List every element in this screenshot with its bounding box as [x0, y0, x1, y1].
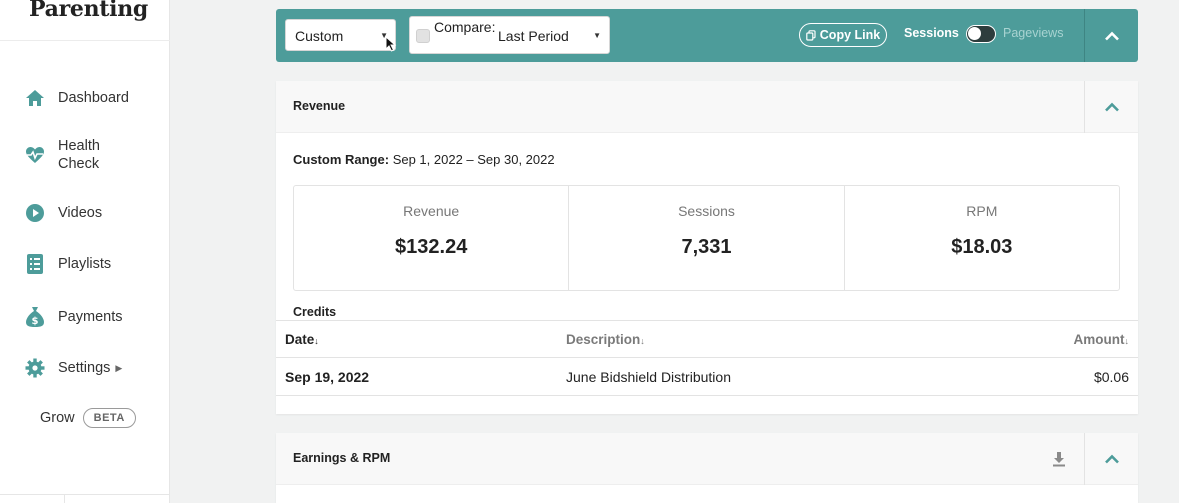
cell-description: June Bidshield Distribution: [566, 369, 731, 385]
column-header-date[interactable]: Date↓: [285, 332, 319, 347]
toggle-knob: [968, 27, 981, 40]
sort-arrow-icon: ↓: [314, 336, 319, 346]
compare-label: Compare:: [434, 19, 496, 35]
compare-select[interactable]: Compare: Last Period ▼: [409, 16, 610, 54]
sidebar: Parenting Dashboard Health Check Videos …: [0, 0, 170, 503]
filter-toolbar: Custom ▼ Compare: Last Period ▼ Copy Lin…: [276, 9, 1138, 62]
revenue-card-title: Revenue: [293, 99, 346, 113]
sessions-toggle-label: Sessions: [904, 26, 959, 40]
metric-sessions: Sessions 7,331: [569, 186, 845, 290]
sidebar-bottom-divider: [0, 494, 170, 495]
cell-date: Sep 19, 2022: [285, 369, 370, 385]
compare-checkbox[interactable]: [416, 29, 430, 43]
collapse-earnings-button[interactable]: [1085, 433, 1138, 485]
metric-label: Sessions: [678, 203, 735, 219]
grow-label: Grow: [40, 410, 75, 426]
caret-down-icon: ▼: [380, 31, 388, 40]
collapse-toolbar-button[interactable]: [1085, 9, 1138, 62]
gear-icon: [24, 357, 46, 379]
brand-header: Parenting: [0, 0, 170, 41]
copy-link-button[interactable]: Copy Link: [799, 23, 887, 47]
sidebar-item-payments[interactable]: $ Payments: [24, 306, 122, 328]
chevron-up-icon: [1104, 102, 1119, 112]
sidebar-item-health-check[interactable]: Health Check: [24, 137, 118, 173]
brand-name[interactable]: Parenting: [29, 0, 148, 22]
download-button[interactable]: [1051, 451, 1067, 472]
earnings-card: Earnings & RPM: [276, 433, 1138, 503]
sidebar-item-dashboard[interactable]: Dashboard: [24, 87, 129, 109]
heartbeat-icon: [24, 144, 46, 166]
sort-arrow-icon: ↓: [1124, 336, 1130, 346]
metric-label: RPM: [966, 203, 998, 219]
column-header-amount[interactable]: Amount↓: [1073, 332, 1130, 347]
download-icon: [1053, 452, 1065, 467]
sidebar-item-label: Health Check: [58, 138, 100, 172]
compare-period-value: Last Period: [498, 28, 569, 44]
earnings-card-header: Earnings & RPM: [276, 433, 1138, 485]
chevron-up-icon: [1104, 454, 1119, 464]
sidebar-bottom-tick: [64, 494, 65, 503]
metrics-panel: Revenue $132.24 Sessions 7,331 RPM $18.0…: [293, 185, 1120, 291]
table-row: Sep 19, 2022 June Bidshield Distribution…: [276, 358, 1138, 396]
sessions-pageviews-toggle[interactable]: [966, 25, 996, 43]
cell-amount: $0.06: [1093, 369, 1129, 385]
metric-revenue: Revenue $132.24: [294, 186, 570, 290]
revenue-card-header: Revenue: [276, 81, 1138, 133]
range-label: Custom Range:: [293, 152, 390, 167]
sidebar-item-label: Settings: [58, 360, 111, 376]
sort-arrow-icon: ↓: [640, 336, 645, 346]
header-divider: [1084, 81, 1085, 133]
metric-label: Revenue: [403, 203, 460, 219]
earnings-card-title: Earnings & RPM: [293, 451, 391, 465]
money-bag-icon: $: [24, 306, 46, 328]
copy-link-label: Copy Link: [819, 28, 881, 42]
pageviews-toggle-label: Pageviews: [1003, 26, 1064, 40]
sidebar-item-label: Dashboard: [58, 90, 129, 106]
beta-badge: BETA: [82, 408, 136, 428]
metric-value: $132.24: [395, 236, 468, 258]
sidebar-item-grow[interactable]: Grow BETA: [40, 408, 136, 428]
header-divider: [1084, 433, 1085, 485]
list-icon: [24, 253, 46, 275]
sidebar-item-label: Videos: [58, 205, 103, 221]
date-range-summary: Custom Range: Sep 1, 2022 – Sep 30, 2022: [293, 152, 555, 167]
chevron-up-icon: [1104, 31, 1119, 40]
caret-down-icon: ▼: [593, 31, 601, 40]
home-icon: [24, 87, 46, 109]
credits-title: Credits: [293, 305, 337, 319]
metric-value: 7,331: [681, 236, 732, 258]
sidebar-item-label: Playlists: [58, 256, 112, 272]
metric-rpm: RPM $18.03: [845, 186, 1119, 290]
column-header-description[interactable]: Description↓: [566, 332, 645, 347]
range-value: Sep 1, 2022 – Sep 30, 2022: [392, 152, 555, 167]
toolbar-divider: [1084, 9, 1085, 62]
metric-value: $18.03: [951, 236, 1013, 258]
date-range-select[interactable]: Custom ▼: [285, 19, 396, 51]
revenue-card: Revenue Custom Range: Sep 1, 2022 – Sep …: [276, 81, 1138, 414]
sidebar-item-label: Payments: [58, 309, 123, 325]
sidebar-item-videos[interactable]: Videos: [24, 202, 102, 224]
collapse-revenue-button[interactable]: [1085, 81, 1138, 133]
play-icon: [24, 202, 46, 224]
sidebar-item-playlists[interactable]: Playlists: [24, 253, 111, 275]
date-range-value: Custom: [295, 28, 344, 44]
svg-text:$: $: [32, 316, 39, 327]
copy-icon: [805, 29, 816, 41]
credits-table-header: Date↓ Description↓ Amount↓: [276, 320, 1138, 358]
caret-right-icon: ▶: [115, 362, 123, 373]
sidebar-item-settings[interactable]: Settings ▶: [24, 357, 122, 379]
mouse-cursor-icon: [385, 36, 397, 52]
